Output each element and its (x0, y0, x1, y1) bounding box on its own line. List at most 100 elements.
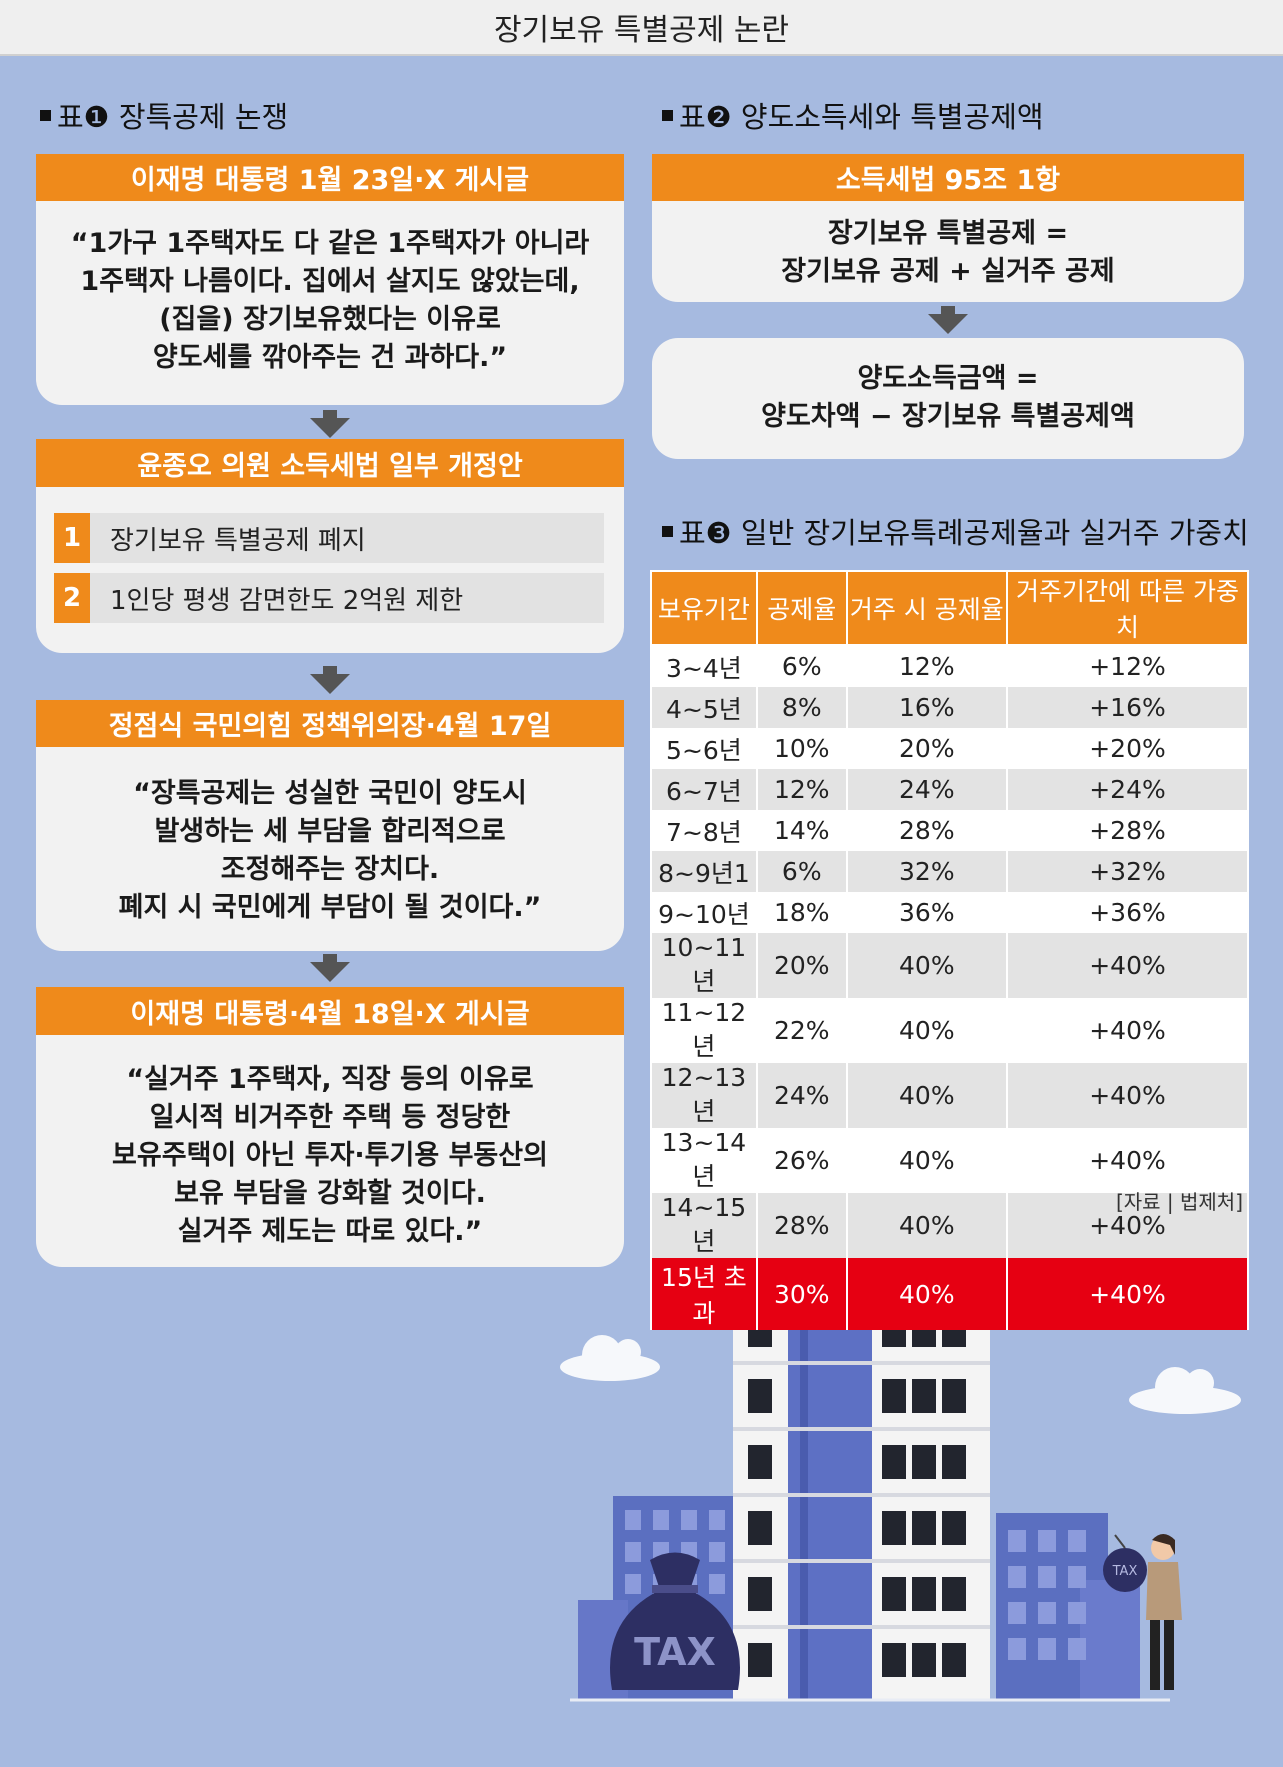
table-cell: 3~4년 (650, 645, 758, 687)
box-header: 이재명 대통령 1월 23일·X 게시글 (36, 154, 624, 201)
list-item: 2 1인당 평생 감면한도 2억원 제한 (54, 573, 604, 623)
quote-box: “1가구 1주택자도 다 같은 1주택자가 아니라 1주택자 나름이다. 집에서… (36, 201, 624, 405)
bag-neck (650, 1552, 700, 1590)
window (882, 1577, 906, 1611)
table-cell: 6~7년 (650, 769, 758, 810)
list-item: 1 장기보유 특별공제 폐지 (54, 513, 604, 563)
table-header-cell: 보유기간 (650, 570, 758, 646)
table-cell: 12% (755, 769, 848, 810)
table-cell: +40% (1006, 998, 1249, 1063)
table-cell: 14~15년 (650, 1193, 758, 1258)
window (709, 1510, 725, 1530)
window (942, 1511, 966, 1545)
table-cell: +28% (1006, 810, 1249, 851)
table-row: 15년 초과 30% 40% +40% (650, 1258, 1249, 1330)
quote-line: 1주택자 나름이다. 집에서 살지도 않았는데, (80, 266, 580, 297)
window (912, 1577, 936, 1611)
table-cell: 24% (845, 769, 1009, 810)
table-cell: 15년 초과 (650, 1258, 758, 1330)
woman-hair (1152, 1534, 1175, 1555)
box-title: 이재명 대통령 1월 23일·X 게시글 (130, 165, 530, 196)
table-cell: +40% (1006, 933, 1249, 998)
list-box: 1 장기보유 특별공제 폐지 2 1인당 평생 감면한도 2억원 제한 (36, 487, 624, 653)
window (1008, 1602, 1026, 1624)
table-cell: 40% (845, 1258, 1009, 1330)
quote-line: (집을) 장기보유했다는 이유로 (159, 304, 501, 335)
quote-line: 실거주 제도는 따로 있다.” (177, 1216, 483, 1247)
floor-line (733, 1559, 990, 1563)
arrow (941, 306, 955, 316)
table-cell: 26% (755, 1128, 848, 1193)
window (912, 1445, 936, 1479)
bag-body (610, 1590, 740, 1690)
quote-line: “1가구 1주택자도 다 같은 1주택자가 아니라 (70, 228, 590, 259)
main-building-column (800, 1283, 808, 1699)
main-windows (733, 1295, 990, 1677)
section-label-text: 표❸ 일반 장기보유특례공제율과 실거주 가중치 (679, 516, 1249, 550)
window (942, 1643, 966, 1677)
table-cell: 4~5년 (650, 687, 758, 728)
table-header-cell: 공제율 (755, 570, 848, 646)
arrow (323, 666, 337, 676)
quote-box: “장특공제는 성실한 국민이 양도시 발생하는 세 부담을 합리적으로 조정해주… (36, 747, 624, 951)
bomb-label: TAX (1112, 1564, 1138, 1579)
quote-line: 폐지 시 국민에게 부담이 될 것이다.” (118, 892, 542, 923)
box-header: 정점식 국민의힘 정책위의장·4월 17일 (36, 700, 624, 747)
formula-box: 장기보유 특별공제 = 장기보유 공제 + 실거주 공제 (652, 201, 1244, 302)
table-cell: +36% (1006, 892, 1249, 933)
quote-box: “실거주 1주택자, 직장 등의 이유로 일시적 비거주한 주택 등 정당한 보… (36, 1035, 624, 1267)
window (882, 1643, 906, 1677)
window (942, 1445, 966, 1479)
table-row: 12~13년 24% 40% +40% (650, 1063, 1249, 1128)
source: [자료 | 법제처] (1115, 1190, 1243, 1214)
table-cell: 40% (845, 933, 1009, 998)
item-text: 장기보유 특별공제 폐지 (110, 525, 366, 556)
title-bar: 장기보유 특별공제 논란 (0, 0, 1283, 56)
table-row: 4~5년 8% 16% +16% (650, 687, 1249, 728)
table-cell: 6% (755, 851, 848, 892)
window (912, 1643, 936, 1677)
box-header: 윤종오 의원 소득세법 일부 개정안 (36, 439, 624, 487)
window (1008, 1638, 1026, 1660)
floor-line (733, 1625, 990, 1629)
formula-line: 장기보유 공제 + 실거주 공제 (781, 256, 1115, 287)
cloud (615, 1339, 641, 1365)
item-text: 1인당 평생 감면한도 2억원 제한 (110, 585, 464, 616)
table-row: 13~14년 26% 40% +40% (650, 1128, 1249, 1193)
table-cell: 13~14년 (650, 1128, 758, 1193)
window (748, 1643, 772, 1677)
woman-leg (1150, 1620, 1160, 1690)
table-cell: 7~8년 (650, 810, 758, 851)
table-cell: 16% (845, 687, 1009, 728)
arrow (928, 314, 968, 334)
item-number: 2 (54, 573, 90, 623)
window (882, 1511, 906, 1545)
quote-line: “실거주 1주택자, 직장 등의 이유로 (126, 1064, 534, 1095)
bomb (1103, 1548, 1147, 1592)
quote-line: 양도세를 깎아주는 건 과하다.” (152, 342, 508, 373)
formula-line: 장기보유 특별공제 = (827, 218, 1069, 249)
floor-line (733, 1493, 990, 1497)
quote-line: 보유 부담을 강화할 것이다. (174, 1178, 486, 1209)
arrow (310, 418, 350, 438)
box-title: 소득세법 95조 1항 (835, 165, 1061, 196)
table-cell: +20% (1006, 728, 1249, 769)
table-cell: 40% (845, 1193, 1009, 1258)
table-cell: 40% (845, 1063, 1009, 1128)
window (748, 1379, 772, 1413)
arrow (323, 954, 337, 964)
window (1008, 1530, 1026, 1552)
arrow (310, 674, 350, 694)
window (653, 1510, 669, 1530)
table-cell: 28% (755, 1193, 848, 1258)
table-header-cell: 거주기간에 따른 가중치 (1006, 570, 1249, 646)
woman-coat (1146, 1562, 1182, 1620)
window (882, 1379, 906, 1413)
window (1038, 1530, 1056, 1552)
table-header-cell: 거주 시 공제율 (845, 570, 1009, 646)
table-cell: +16% (1006, 687, 1249, 728)
window (748, 1511, 772, 1545)
table-cell: +40% (1006, 1193, 1249, 1258)
table-cell: +40% (1006, 1063, 1249, 1128)
